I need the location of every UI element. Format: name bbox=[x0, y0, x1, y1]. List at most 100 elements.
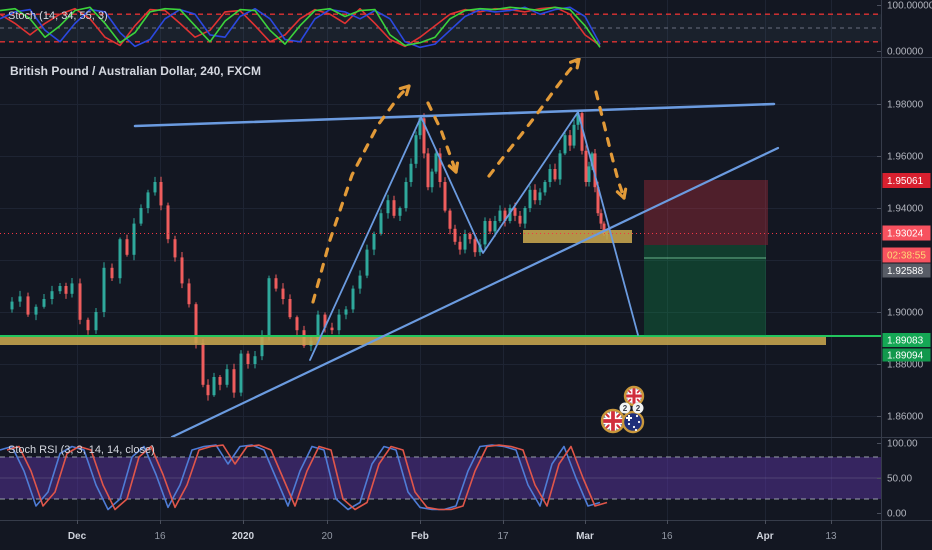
demand-band[interactable] bbox=[0, 337, 826, 345]
star bbox=[635, 414, 639, 418]
candle bbox=[118, 237, 122, 284]
candle-body bbox=[64, 286, 68, 294]
reward-box[interactable] bbox=[644, 245, 766, 336]
badge-bg bbox=[882, 247, 931, 263]
candle bbox=[398, 206, 402, 222]
idea-count-badge[interactable]: 2 bbox=[619, 402, 631, 414]
resistance-trendline[interactable] bbox=[133, 102, 776, 128]
candle-body bbox=[448, 210, 452, 229]
candle bbox=[26, 292, 30, 317]
candle-body bbox=[351, 288, 355, 310]
candle-body bbox=[498, 210, 502, 221]
candle-body bbox=[187, 283, 191, 305]
time-axis[interactable]: Dec 16 2020 20 Feb 17 Mar 16 Apr 13 bbox=[68, 520, 837, 542]
candle-body bbox=[593, 153, 597, 188]
candle bbox=[274, 274, 278, 292]
candle-body bbox=[599, 213, 603, 224]
projection-arrow-up-1[interactable] bbox=[311, 84, 411, 304]
candle bbox=[70, 278, 74, 298]
rsi-k-line bbox=[0, 444, 601, 511]
candle-body bbox=[132, 223, 136, 255]
candle-body bbox=[543, 182, 547, 193]
rsi-band bbox=[0, 457, 881, 499]
gbp-flag-icon[interactable] bbox=[600, 408, 626, 434]
star bbox=[637, 420, 641, 424]
support-trendline[interactable] bbox=[170, 146, 780, 437]
candle-body bbox=[422, 118, 426, 154]
idea-count-badge[interactable]: 2 bbox=[632, 402, 644, 414]
candle-body bbox=[267, 278, 271, 336]
candle bbox=[218, 375, 222, 391]
candle-body bbox=[337, 314, 341, 331]
badge-bg bbox=[882, 225, 931, 241]
candle bbox=[468, 232, 472, 244]
candle-body bbox=[430, 171, 434, 188]
candle bbox=[132, 218, 136, 261]
candle-body bbox=[94, 312, 98, 331]
candle-body bbox=[281, 288, 285, 299]
candle-body bbox=[596, 187, 600, 214]
time-label: 2020 bbox=[232, 531, 255, 542]
candle-body bbox=[86, 319, 90, 331]
candle-body bbox=[10, 301, 14, 310]
pattern-zigzag[interactable] bbox=[309, 111, 639, 361]
candle-body bbox=[483, 221, 487, 245]
main-pane[interactable] bbox=[0, 58, 881, 437]
aud-flag-icon[interactable] bbox=[621, 410, 645, 434]
candle-body bbox=[434, 153, 438, 172]
projection-arrow-down-1[interactable] bbox=[426, 101, 460, 174]
stoch-rsi-indicator-legend[interactable]: Stoch RSI (3, 3, 14, 14, close) bbox=[8, 444, 155, 456]
candle-body bbox=[379, 213, 383, 234]
candle-body bbox=[438, 153, 442, 182]
stoch-pane[interactable] bbox=[0, 6, 881, 49]
price-scale-label: 1.90000 bbox=[887, 308, 924, 319]
candle bbox=[125, 234, 129, 257]
projection-arrow-up-2[interactable] bbox=[487, 58, 581, 178]
candle bbox=[430, 168, 434, 193]
candle-body bbox=[260, 335, 264, 357]
candle-body bbox=[493, 221, 497, 232]
gbp-flag-icon[interactable] bbox=[623, 385, 645, 407]
candle-body bbox=[110, 267, 114, 279]
candle-body bbox=[218, 377, 222, 385]
candle bbox=[453, 224, 457, 245]
projection-arrow-down-2[interactable] bbox=[594, 90, 628, 200]
candle bbox=[139, 204, 143, 226]
candle-body bbox=[518, 215, 522, 224]
candle-body bbox=[365, 249, 369, 276]
supply-zone[interactable] bbox=[523, 230, 632, 243]
idea-count: 2 bbox=[623, 404, 628, 413]
stoch-rsi-pane[interactable] bbox=[0, 444, 881, 511]
candle bbox=[587, 161, 591, 187]
candle bbox=[572, 119, 576, 149]
symbol-legend[interactable]: British Pound / Australian Dollar, 240, … bbox=[10, 64, 261, 78]
candle-body bbox=[453, 228, 457, 242]
stoch-line-blue bbox=[0, 6, 601, 49]
candle-body bbox=[553, 169, 557, 180]
candle bbox=[503, 207, 507, 227]
stoch-indicator-legend[interactable]: Stoch (14, 34, 55, 3) bbox=[8, 10, 108, 22]
risk-box[interactable] bbox=[644, 180, 768, 245]
candle bbox=[187, 278, 191, 308]
candle bbox=[267, 275, 271, 341]
target-price-badge: 1.89083 bbox=[882, 333, 931, 347]
candle bbox=[173, 235, 177, 262]
entry-price-badge: 1.92588 bbox=[882, 263, 931, 278]
rsi-scale-label: 50.00 bbox=[887, 474, 912, 485]
candle bbox=[260, 330, 264, 361]
candle-body bbox=[125, 239, 129, 255]
arrow-shaft bbox=[426, 101, 458, 174]
candle-body bbox=[153, 182, 157, 193]
candle bbox=[58, 282, 62, 295]
candle-body bbox=[392, 200, 396, 216]
candle-body bbox=[102, 267, 106, 312]
arrow-head bbox=[575, 58, 581, 70]
price-axis[interactable]: 100.00000 0.00000 1.98000 1.96000 1.94000 1.9… bbox=[877, 0, 932, 550]
candle bbox=[458, 236, 462, 255]
candle bbox=[206, 379, 210, 401]
candle-body bbox=[34, 306, 38, 315]
candle-body bbox=[288, 299, 292, 318]
candle-body bbox=[426, 153, 430, 188]
